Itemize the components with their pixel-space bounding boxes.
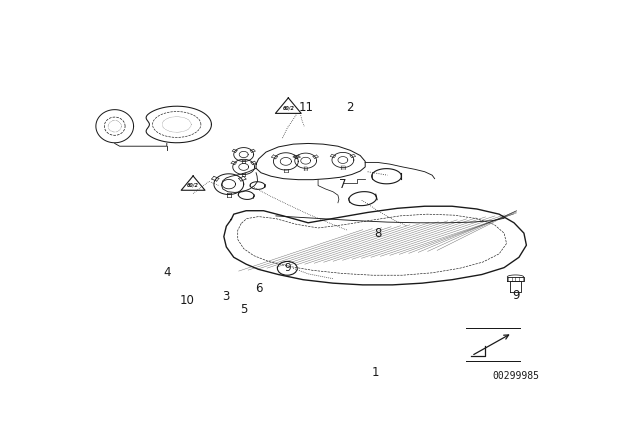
Text: 6: 6 — [255, 282, 262, 295]
Text: 1: 1 — [371, 366, 379, 379]
Text: 10: 10 — [179, 294, 194, 307]
Text: 00299985: 00299985 — [492, 371, 539, 381]
Text: 3: 3 — [223, 290, 230, 303]
Text: 60/2: 60/2 — [282, 105, 294, 110]
Text: 11: 11 — [298, 101, 313, 114]
Text: 4: 4 — [163, 266, 170, 279]
Text: 5: 5 — [240, 302, 248, 315]
Text: 2: 2 — [347, 101, 354, 114]
Text: 8: 8 — [374, 227, 381, 240]
Text: 60/2: 60/2 — [187, 182, 199, 187]
Text: 7: 7 — [339, 178, 347, 191]
Text: 9: 9 — [513, 289, 520, 302]
Text: 9: 9 — [284, 263, 291, 273]
